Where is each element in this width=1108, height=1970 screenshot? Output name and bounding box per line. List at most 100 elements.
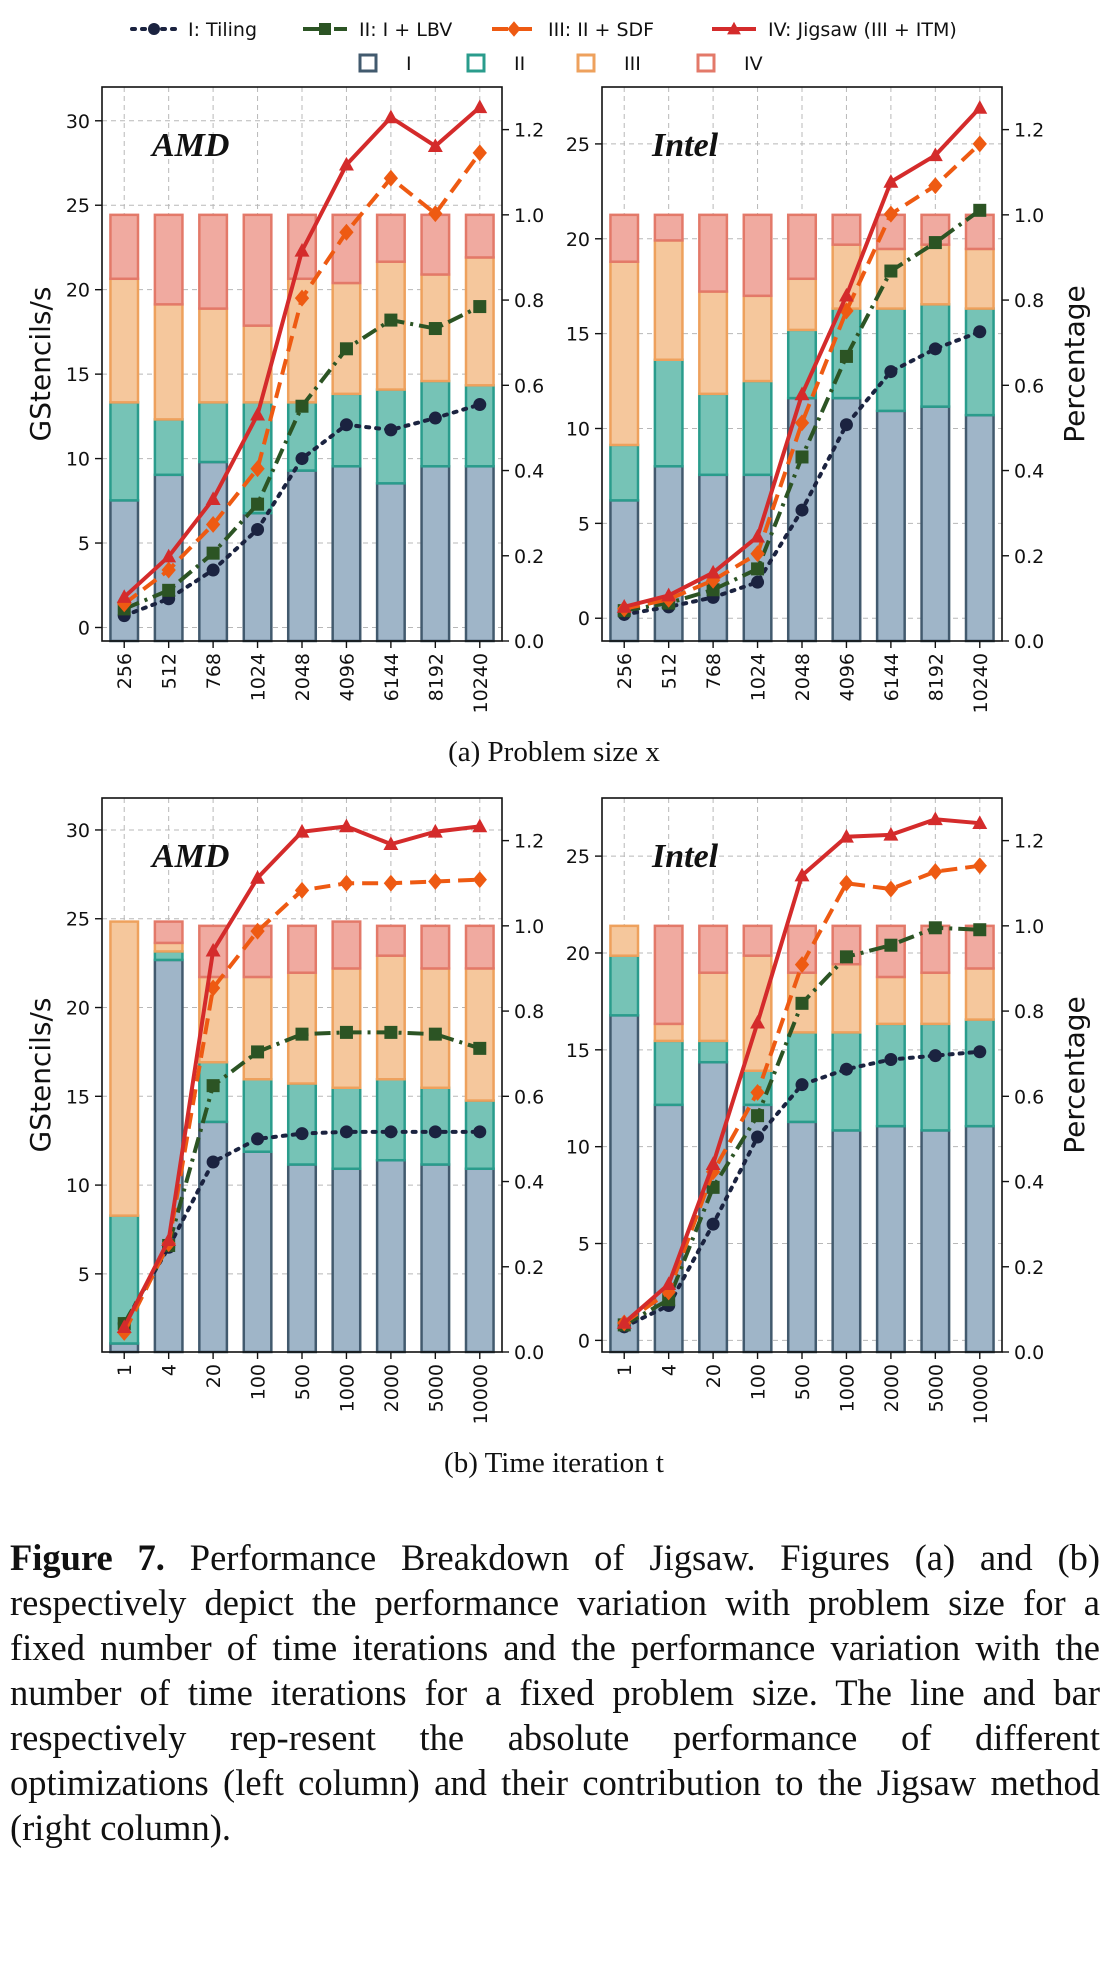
x-tick-label: 8192 — [925, 653, 947, 701]
series-point-10000 — [973, 923, 987, 937]
bar-II-10000 — [464, 1099, 495, 1171]
bar-III-512 — [153, 303, 184, 421]
series-point-2048 — [795, 450, 809, 464]
subcaption-a: (a) Problem size x — [448, 736, 660, 768]
x-tick-label: 10000 — [970, 1364, 992, 1424]
series-4 — [116, 818, 488, 1333]
x-tick-label: 768 — [203, 653, 225, 689]
series-point-6144 — [383, 169, 399, 187]
series-point-1000 — [339, 874, 354, 892]
bar-II-500 — [786, 1031, 818, 1124]
series-point-2048 — [295, 399, 309, 413]
bar-IV-2000 — [375, 924, 406, 957]
series-point-10000 — [473, 1041, 487, 1055]
series-1 — [117, 1125, 487, 1331]
series-4 — [616, 100, 988, 613]
x-tick-label: 20 — [203, 1364, 225, 1388]
series-point-500 — [795, 996, 809, 1010]
y2-tick-label: 1.2 — [514, 120, 544, 142]
series-point-2048 — [295, 452, 309, 466]
legend-entry-bar-III: III — [576, 53, 641, 75]
legend-swatch — [576, 53, 596, 73]
series-point-2000 — [384, 1025, 398, 1039]
bar-IV-20 — [698, 924, 729, 974]
x-tick-label: 6144 — [381, 653, 403, 701]
bar-IV-4 — [153, 920, 184, 945]
legend-marker — [319, 23, 331, 35]
bar-I-2000 — [375, 1158, 406, 1354]
bar-II-10000 — [964, 1018, 995, 1128]
series-point-500 — [294, 823, 310, 838]
chart-panel-3: 5 10 15 20 25 30 0.0 0.2 0.4 0.6 0.8 1.0 1.2 1 4 20 100 5… — [24, 797, 544, 1424]
y-tick-label: 20 — [66, 280, 90, 302]
bar-I-500 — [286, 1163, 318, 1354]
x-tick-label: 256 — [614, 653, 636, 689]
x-tick-label: 2000 — [381, 1364, 403, 1412]
subcaption-b: (b) Time iteration t — [444, 1447, 664, 1479]
chart-panel-2: 0 5 10 15 20 25 0.0 0.2 0.4 0.6 0.8 1.0 1.2 256 512 768… — [566, 86, 1091, 713]
y2-tick-label: 0.4 — [1014, 461, 1044, 483]
series-point-5000 — [428, 873, 443, 890]
bar-IV-10240 — [464, 213, 495, 259]
series-point-10000 — [473, 1125, 487, 1139]
bar-I-4 — [653, 1103, 684, 1354]
bar-II-4 — [653, 1039, 684, 1107]
bar-II-10240 — [964, 307, 995, 417]
x-tick-label: 4 — [159, 1364, 181, 1376]
x-tick-label: 8192 — [425, 653, 447, 701]
series-point-1000 — [339, 1025, 353, 1039]
y2-tick-label: 0.2 — [514, 546, 544, 568]
bar-III-1024 — [242, 324, 273, 404]
series-point-256 — [116, 589, 132, 603]
x-tick-label: 256 — [114, 653, 136, 689]
bar-III-1 — [609, 924, 640, 957]
series-point-5000 — [927, 811, 943, 826]
y2-tick-label: 0.6 — [1014, 375, 1044, 397]
y2-tick-label: 0.6 — [514, 375, 544, 397]
legend-label: II: I + LBV — [359, 19, 452, 41]
x-tick-label: 100 — [748, 1364, 770, 1400]
legend: I: Tiling II: I + LBV III: II + SDF IV: Jig… — [130, 19, 957, 75]
series-point-2048 — [294, 289, 310, 307]
bar-II-256 — [609, 443, 640, 502]
series-point-20 — [705, 1156, 721, 1170]
bar-III-256 — [609, 260, 640, 447]
x-tick-label: 4096 — [336, 653, 358, 701]
series-point-1 — [616, 1315, 632, 1329]
series-4 — [116, 99, 488, 603]
bar-III-1024 — [742, 294, 773, 383]
bar-II-5000 — [920, 1022, 951, 1132]
x-tick-label: 5000 — [425, 1364, 447, 1412]
series-point-1024 — [751, 575, 765, 589]
y-tick-label: 20 — [566, 943, 590, 965]
y-tick-label: 25 — [66, 909, 90, 931]
series-point-100 — [751, 1130, 765, 1144]
x-tick-label: 2000 — [881, 1364, 903, 1412]
bar-III-10240 — [464, 256, 495, 387]
series-point-500 — [795, 1078, 809, 1092]
series-point-8192 — [428, 411, 442, 425]
bar-III-4 — [153, 941, 184, 953]
series-point-8192 — [927, 147, 943, 162]
series-point-2048 — [794, 386, 810, 401]
bar-IV-256 — [109, 213, 140, 281]
y2-tick-label: 0.0 — [1014, 1342, 1044, 1364]
series-point-512 — [161, 561, 176, 579]
x-tick-label: 4096 — [836, 653, 858, 701]
series-point-8192 — [428, 205, 443, 223]
series-point-1024 — [250, 460, 265, 478]
panel-title: Intel — [651, 838, 719, 875]
y2-tick-label: 0.4 — [1014, 1172, 1044, 1194]
caption-label: Figure 7. — [10, 1537, 165, 1578]
legend-label: II — [514, 53, 525, 75]
bar-IV-768 — [698, 213, 729, 293]
series-point-500 — [295, 1127, 309, 1141]
bar-III-8192 — [920, 243, 951, 306]
legend-entry-line-1: I: Tiling — [130, 19, 257, 41]
series-1 — [617, 1045, 987, 1334]
x-tick-label: 1024 — [248, 653, 270, 701]
series-point-10240 — [473, 398, 487, 412]
bar-I-10000 — [964, 1124, 995, 1354]
x-tick-label: 1000 — [336, 1364, 358, 1412]
series-point-100 — [751, 1109, 765, 1123]
